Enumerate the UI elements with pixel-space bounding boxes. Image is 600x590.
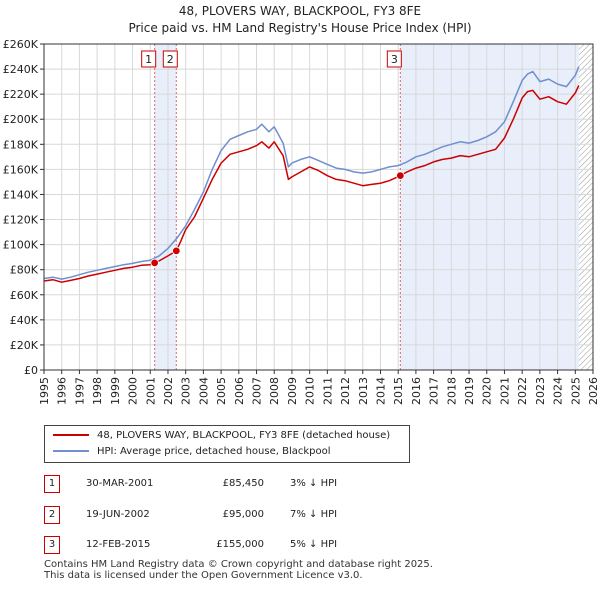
sale-marker-box: [162, 50, 178, 68]
sale-price: £95,000: [222, 509, 264, 520]
series-line-hpi: [43, 66, 580, 280]
x-tick-label: 2002: [162, 377, 175, 405]
y-tick-label: £180K: [3, 138, 39, 151]
x-tick-label: 2021: [498, 377, 511, 405]
x-tick-label: 1997: [73, 377, 86, 405]
x-tick-label: 2007: [251, 377, 264, 405]
chart-title: 48, PLOVERS WAY, BLACKPOOL, FY3 8FE: [178, 4, 422, 18]
x-tick-label: 2000: [127, 377, 140, 405]
legend-label-hpi: HPI: Average price, detached house, Blac…: [97, 446, 331, 457]
y-tick-label: £240K: [3, 63, 39, 76]
x-tick-label: 1999: [109, 377, 122, 405]
x-tick-label: 2017: [428, 377, 441, 405]
footer-copyright: Contains HM Land Registry data © Crown c…: [44, 559, 433, 570]
sale-number-badge: 1: [44, 475, 60, 493]
legend-swatch-property: [53, 434, 89, 436]
chart-title-block: 48, PLOVERS WAY, BLACKPOOL, FY3 8FE Pric…: [0, 3, 600, 37]
sale-price: £85,450: [222, 478, 264, 489]
x-tick-label: 2026: [587, 377, 600, 405]
x-tick-label: 1995: [38, 377, 51, 405]
y-tick-label: £120K: [3, 214, 39, 227]
sale-date: 30-MAR-2001: [86, 478, 154, 489]
plot-frame: [43, 43, 594, 371]
sale-point: [396, 171, 405, 180]
sale-price: £155,000: [216, 539, 264, 550]
y-tick-label: £260K: [3, 38, 39, 51]
y-tick-label: £100K: [3, 239, 39, 252]
y-tick-label: £60K: [10, 289, 39, 302]
shaded-region: [400, 44, 579, 370]
y-tick-label: £200K: [3, 113, 39, 126]
x-tick-label: 2001: [144, 377, 157, 405]
legend: 48, PLOVERS WAY, BLACKPOOL, FY3 8FE (det…: [44, 425, 410, 463]
x-tick-label: 2009: [286, 377, 299, 405]
x-tick-label: 2012: [339, 377, 352, 405]
sale-marker-label: 3: [391, 53, 398, 66]
x-tick-label: 2006: [233, 377, 246, 405]
sale-date: 12-FEB-2015: [86, 539, 151, 550]
x-tick-label: 2020: [481, 377, 494, 405]
x-tick-label: 2019: [463, 377, 476, 405]
footer-licence: This data is licensed under the Open Gov…: [44, 570, 363, 581]
x-tick-label: 2024: [552, 377, 565, 405]
forecast-hatch: [578, 44, 593, 370]
y-tick-label: £40K: [10, 314, 39, 327]
sale-marker: 2: [162, 50, 178, 68]
y-tick-label: £20K: [10, 339, 39, 352]
x-tick-label: 2014: [374, 377, 387, 405]
sale-marker: 3: [386, 50, 402, 68]
sale-hpi-diff: 5% ↓ HPI: [290, 539, 338, 550]
x-tick-label: 1996: [56, 377, 69, 405]
sale-number-badge: 2: [44, 506, 60, 524]
sale-hpi-diff: 3% ↓ HPI: [290, 478, 338, 489]
sale-point: [150, 258, 159, 268]
x-tick-label: 2023: [534, 377, 547, 405]
sale-hpi-diff: 7% ↓ HPI: [290, 509, 338, 520]
sale-number-badge: 3: [44, 536, 60, 554]
y-tick-label: £80K: [10, 264, 39, 277]
sale-marker-box: [386, 50, 402, 68]
legend-label-property: 48, PLOVERS WAY, BLACKPOOL, FY3 8FE (det…: [97, 430, 391, 441]
x-tick-label: 2010: [304, 377, 317, 405]
x-tick-label: 2025: [569, 377, 582, 405]
sale-date: 19-JUN-2002: [86, 509, 150, 520]
shaded-region: [154, 44, 177, 370]
x-tick-label: 2022: [516, 377, 529, 405]
x-tick-label: 2016: [410, 377, 423, 405]
series-line-property: [43, 85, 580, 283]
legend-item-hpi: HPI: Average price, detached house, Blac…: [53, 444, 331, 460]
y-tick-label: £160K: [3, 163, 39, 176]
x-tick-label: 2013: [357, 377, 370, 405]
sale-point: [172, 246, 181, 256]
y-tick-label: £220K: [3, 88, 39, 101]
price-chart: £0 £20K £40K £60K £80K £100K £120K £140K £160K £1…: [3, 38, 600, 405]
x-tick-label: 2008: [268, 377, 281, 405]
x-tick-label: 2003: [180, 377, 193, 405]
legend-item-property: 48, PLOVERS WAY, BLACKPOOL, FY3 8FE (det…: [53, 428, 390, 444]
sale-marker-label: 2: [167, 53, 174, 66]
x-tick-label: 2005: [215, 377, 228, 405]
x-tick-label: 2004: [197, 377, 210, 405]
y-tick-label: £140K: [3, 188, 39, 201]
sale-marker: 1: [141, 50, 157, 68]
y-tick-label: £0: [24, 364, 38, 377]
x-tick-label: 2018: [445, 377, 458, 405]
x-tick-label: 2011: [321, 377, 334, 405]
sale-marker-label: 1: [145, 53, 152, 66]
legend-swatch-hpi: [53, 450, 89, 452]
x-tick-label: 1998: [91, 377, 104, 405]
x-tick-label: 2015: [392, 377, 405, 405]
chart-subtitle: Price paid vs. HM Land Registry's House …: [128, 21, 472, 35]
sale-marker-box: [141, 50, 157, 68]
footer: Contains HM Land Registry data © Crown c…: [44, 559, 433, 581]
